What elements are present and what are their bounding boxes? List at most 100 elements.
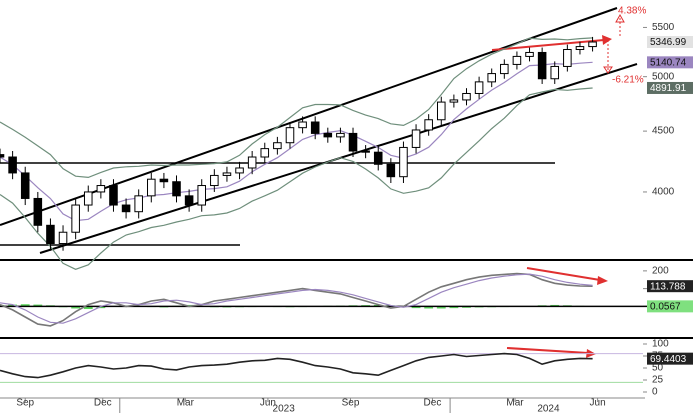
y-tick-label: 0: [652, 387, 658, 398]
candle-body: [0, 154, 5, 158]
candle-body: [184, 195, 194, 206]
price-tag: [647, 300, 693, 313]
arrowhead: [597, 276, 608, 285]
price-tag-label: 4891.91: [650, 83, 687, 94]
candle-body: [550, 65, 560, 80]
annotation: -6.21%: [612, 75, 644, 86]
candle-body: [449, 99, 459, 103]
candle-body: [247, 156, 257, 169]
y-tick-label: 4500: [652, 126, 675, 137]
measure-down-head: [603, 66, 613, 74]
annotation: 4.38%: [618, 6, 646, 17]
red-markers: [491, 13, 625, 358]
candle-body: [285, 127, 295, 144]
candle-body: [411, 129, 421, 148]
year-label: 2024: [537, 404, 560, 413]
series-line: [0, 87, 593, 270]
candle-body: [575, 46, 585, 51]
y-tick-label: 200: [652, 266, 669, 277]
candle-body: [46, 224, 55, 245]
price-tag-label: 5140.74: [650, 57, 687, 68]
series-line: [0, 272, 593, 327]
x-tick-label: Jun: [260, 398, 276, 409]
year-label: 2023: [273, 404, 296, 413]
x-tick-label: Dec: [94, 398, 112, 409]
y-tick-label: 4000: [652, 187, 675, 198]
series-line: [0, 273, 593, 324]
candle-body: [563, 49, 572, 67]
histogram-bar: [71, 306, 81, 309]
candle-body: [525, 51, 534, 57]
candle-body: [588, 41, 597, 48]
candle-body: [348, 132, 358, 152]
x-tick-label: Sep: [16, 398, 34, 409]
histogram-bar: [449, 306, 459, 309]
price-tag-label: 113.788: [650, 281, 686, 292]
x-tick-label: Jun: [590, 398, 606, 409]
y-tick-label: 100: [652, 339, 669, 350]
candle-body: [537, 51, 547, 80]
candle-body: [134, 195, 143, 213]
candle-body: [222, 172, 232, 176]
candle-body: [310, 121, 320, 134]
x-tick-label: Mar: [177, 398, 195, 409]
candle-body: [210, 174, 219, 187]
candle-body: [361, 150, 370, 153]
candle-body: [20, 172, 30, 199]
macd-arrow: [526, 267, 601, 281]
histogram-bar: [8, 304, 18, 307]
histogram-bar: [96, 306, 106, 309]
arrowhead: [602, 35, 612, 45]
rsi-arrow: [506, 347, 589, 354]
price-tag: [647, 81, 693, 94]
candle-body: [121, 204, 131, 213]
candle-body: [83, 191, 93, 206]
histogram-bar: [424, 306, 434, 309]
price-tag-label: 0.0567: [650, 301, 681, 312]
histogram-bar: [411, 306, 421, 309]
resistance-arrow: [491, 39, 605, 51]
candle-body: [58, 231, 68, 245]
x-tick-label: Sep: [342, 398, 360, 409]
candle-body: [373, 151, 383, 165]
candle-body: [109, 185, 118, 206]
candle-body: [147, 178, 156, 197]
candle-body: [436, 101, 446, 121]
candle-body: [462, 92, 471, 101]
x-tick-label: Mar: [506, 398, 524, 409]
price-tag: [647, 56, 693, 69]
price-tag: [647, 280, 693, 293]
histogram-bar: [33, 304, 43, 307]
y-tick-label: 50: [652, 363, 664, 374]
candle-body: [399, 146, 408, 178]
price-tag: [647, 352, 693, 365]
histogram-bar: [20, 304, 30, 307]
candle-body: [386, 163, 396, 178]
histogram-bar: [436, 306, 446, 309]
series-line: [0, 352, 593, 379]
x-tick-label: Dec: [424, 398, 442, 409]
y-tick-label: 5500: [652, 22, 675, 33]
candle-body: [500, 63, 509, 75]
y-tick-label: 25: [652, 375, 664, 386]
candle-body: [260, 148, 270, 158]
candle-body: [424, 119, 433, 131]
candle-body: [159, 178, 169, 183]
price-tag-label: 69.4403: [650, 354, 687, 365]
candle-body: [273, 142, 282, 150]
candle-body: [474, 81, 484, 94]
y-tick-label: 5000: [652, 71, 675, 82]
candle-body: [197, 185, 207, 206]
candle-body: [33, 197, 43, 226]
series-line: [0, 61, 593, 222]
price-tag: [647, 36, 693, 49]
measure-up-head: [615, 13, 625, 23]
candle-body: [512, 55, 522, 65]
price-tag-label: 5346.99: [650, 37, 687, 48]
candle-body: [172, 181, 181, 197]
candle-body: [235, 167, 244, 174]
candle-body: [487, 73, 496, 83]
